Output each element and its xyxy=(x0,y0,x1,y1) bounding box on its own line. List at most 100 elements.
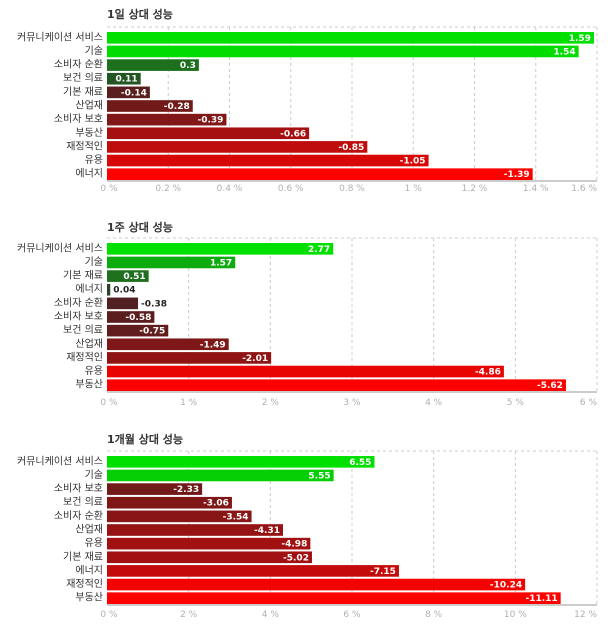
category-label: 소비자 순환 xyxy=(54,297,103,309)
x-tick-label: 0.4 % xyxy=(217,184,243,194)
category-label: 소비자 순환 xyxy=(54,59,103,71)
category-label: 재정적인 xyxy=(66,140,103,152)
value-label: -3.54 xyxy=(223,512,249,522)
chart-title: 1일 상대 성능 xyxy=(107,7,173,21)
x-tick-label: 4 % xyxy=(425,398,443,408)
bar xyxy=(107,469,334,482)
value-label: -0.85 xyxy=(338,143,364,153)
bar xyxy=(107,352,272,364)
value-label: -0.14 xyxy=(121,88,147,98)
chart-title: 1개월 상대 성능 xyxy=(107,432,183,446)
value-label: -0.39 xyxy=(197,116,223,126)
value-label: -11.11 xyxy=(525,594,557,604)
value-label: 6.55 xyxy=(349,458,371,468)
x-tick-label: 0 % xyxy=(100,184,118,194)
x-tick-label: 0 % xyxy=(100,610,118,620)
bar xyxy=(107,141,368,153)
value-label: 1.57 xyxy=(210,258,232,268)
bar xyxy=(107,297,139,310)
value-label: 0.51 xyxy=(123,272,145,282)
bar xyxy=(107,243,334,255)
value-label: -4.86 xyxy=(475,368,501,378)
value-label: 1.59 xyxy=(569,34,591,44)
bar xyxy=(107,72,141,85)
bar xyxy=(107,256,236,269)
category-label: 커뮤니케이션 서비스 xyxy=(17,455,103,467)
x-tick-label: 1.4 % xyxy=(523,184,549,194)
bar xyxy=(107,578,526,591)
bar xyxy=(107,565,399,577)
category-label: 소비자 보호 xyxy=(54,113,103,125)
bar xyxy=(107,32,594,44)
bar xyxy=(107,456,375,468)
value-label: -0.58 xyxy=(125,313,151,323)
category-label: 보건 의료 xyxy=(63,496,103,508)
value-label: 5.55 xyxy=(308,471,330,481)
value-label: -1.49 xyxy=(200,340,226,350)
x-tick-label: 2 % xyxy=(262,398,280,408)
bar xyxy=(107,324,169,337)
value-label: -1.05 xyxy=(400,157,426,167)
x-tick-label: 6 % xyxy=(580,398,598,408)
bar xyxy=(107,311,155,323)
x-tick-label: 0.6 % xyxy=(278,184,304,194)
category-label: 부동산 xyxy=(75,127,103,139)
x-tick-label: 1 % xyxy=(180,398,198,408)
category-label: 커뮤니케이션 서비스 xyxy=(17,31,103,43)
category-label: 보건 의료 xyxy=(63,324,103,336)
bar xyxy=(107,365,504,378)
category-label: 부동산 xyxy=(75,379,103,391)
x-tick-label: 0.8 % xyxy=(339,184,365,194)
category-label: 유용 xyxy=(85,365,103,377)
value-label: -0.66 xyxy=(280,129,306,139)
category-label: 커뮤니케이션 서비스 xyxy=(17,242,103,254)
bar xyxy=(107,100,193,112)
x-tick-label: 3 % xyxy=(343,398,361,408)
category-label: 기술 xyxy=(85,469,103,481)
value-label: -7.15 xyxy=(370,567,396,577)
x-tick-label: 1 % xyxy=(405,184,423,194)
value-label: -4.98 xyxy=(281,540,307,550)
category-label: 유용 xyxy=(85,537,103,549)
category-label: 에너지 xyxy=(75,168,103,180)
category-label: 산업재 xyxy=(75,99,103,112)
category-label: 기본 재료 xyxy=(63,270,103,282)
x-tick-label: 2 % xyxy=(180,610,198,620)
value-label: 2.77 xyxy=(308,245,330,255)
value-label: -5.62 xyxy=(537,381,563,391)
category-label: 재정적인 xyxy=(66,578,103,590)
bar xyxy=(107,510,252,523)
bar xyxy=(107,127,310,140)
x-tick-label: 12 % xyxy=(574,610,597,620)
value-label: -5.02 xyxy=(283,553,309,563)
value-label: -0.28 xyxy=(164,102,190,112)
value-label: -3.06 xyxy=(203,499,229,509)
value-label: -2.01 xyxy=(242,354,268,364)
bar xyxy=(107,59,199,71)
x-tick-label: 6 % xyxy=(343,610,361,620)
bar xyxy=(107,496,232,509)
bar xyxy=(107,592,561,604)
bar xyxy=(107,537,311,550)
bar xyxy=(107,338,229,351)
bar xyxy=(107,45,579,58)
x-tick-label: 4 % xyxy=(262,610,280,620)
value-label: 0.11 xyxy=(115,75,137,85)
value-label: -0.38 xyxy=(141,299,167,309)
category-label: 기본 재료 xyxy=(63,551,103,563)
bar xyxy=(107,524,283,536)
value-label: -10.24 xyxy=(490,581,522,591)
x-tick-label: 5 % xyxy=(507,398,525,408)
x-tick-label: 0 % xyxy=(100,398,118,408)
x-tick-label: 1.2 % xyxy=(462,184,488,194)
x-tick-label: 1.6 % xyxy=(571,184,597,194)
bar xyxy=(107,551,312,564)
category-label: 산업재 xyxy=(75,337,103,350)
category-label: 소비자 보호 xyxy=(54,483,103,495)
category-label: 유용 xyxy=(85,154,103,166)
category-label: 소비자 보호 xyxy=(54,311,103,323)
value-label: -2.33 xyxy=(173,485,199,495)
category-label: 기술 xyxy=(85,256,103,268)
